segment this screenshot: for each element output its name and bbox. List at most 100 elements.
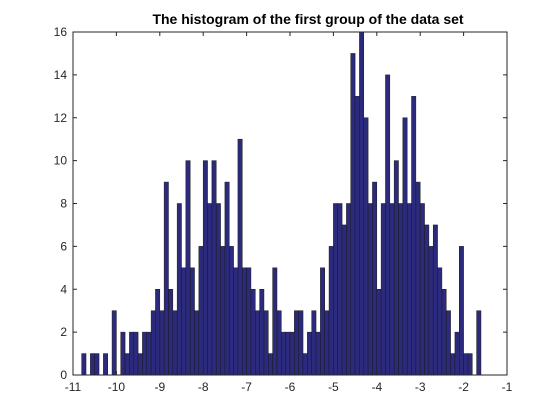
histogram-bar (424, 224, 430, 376)
bars-group (81, 31, 482, 376)
y-tick-label: 10 (54, 154, 68, 168)
x-tick-label: -1 (502, 380, 513, 394)
x-tick-label: -4 (371, 380, 382, 394)
histogram-bar (437, 267, 443, 376)
histogram-bar (476, 310, 482, 376)
histogram-bar (242, 267, 247, 376)
histogram-bar (198, 246, 204, 376)
histogram-bar (211, 160, 217, 376)
x-tick-label: -3 (415, 380, 426, 394)
histogram-bar (385, 74, 391, 376)
histogram-bar (237, 138, 243, 376)
histogram-bar (328, 246, 334, 376)
histogram-bar (137, 353, 143, 376)
y-tick-label: 12 (54, 111, 68, 125)
histogram-bar (298, 310, 304, 376)
histogram-bar (411, 96, 417, 376)
histogram-bar (389, 203, 395, 376)
histogram-bar (393, 160, 399, 376)
x-axis-ticks: -11 -10 -9 -8 -7 -6 -5 -4 -3 -2 -1 (65, 32, 513, 394)
histogram-bar (441, 289, 447, 376)
histogram-bar (463, 353, 469, 376)
histogram-bar (432, 224, 438, 376)
y-tick-label: 14 (54, 68, 68, 82)
histogram-bar (459, 246, 464, 376)
histogram-bar (168, 289, 174, 376)
x-tick-label: -8 (198, 380, 209, 394)
histogram-bar (302, 353, 308, 376)
histogram-bar (246, 267, 252, 376)
histogram-bar (350, 53, 356, 376)
histogram-bar (363, 117, 369, 376)
histogram-bar (185, 160, 191, 376)
histogram-bar (337, 203, 343, 376)
y-tick-label: 2 (60, 325, 67, 339)
histogram-bar (324, 310, 330, 376)
histogram-bar (428, 246, 434, 376)
histogram-bar (176, 203, 182, 376)
histogram-bar (259, 289, 265, 376)
histogram-bar (294, 310, 299, 376)
histogram-bar (207, 203, 213, 376)
histogram-bar (406, 203, 412, 376)
histogram-bar (380, 203, 386, 376)
histogram-bar (333, 203, 338, 376)
histogram-bar (181, 267, 187, 376)
histogram-bar (315, 331, 321, 376)
histogram-bar (189, 267, 195, 376)
histogram-bar (250, 289, 256, 376)
histogram-bar (81, 353, 87, 376)
histogram-bar (103, 353, 108, 376)
histogram-bar (129, 331, 135, 376)
x-tick-label: -10 (108, 380, 126, 394)
y-tick-label: 8 (60, 197, 67, 211)
histogram-bar (90, 353, 95, 376)
histogram-bar (402, 117, 408, 376)
y-tick-label: 4 (60, 282, 67, 296)
x-tick-label: -5 (328, 380, 339, 394)
histogram-bar (159, 310, 165, 376)
histogram-bar (367, 203, 373, 376)
histogram-bar (341, 224, 347, 376)
x-tick-label: -2 (458, 380, 469, 394)
histogram-bar (354, 96, 360, 376)
histogram-bar (194, 310, 200, 376)
x-tick-label: -11 (65, 380, 82, 394)
histogram-bar (150, 310, 156, 376)
histogram-bar (285, 331, 291, 376)
histogram-bar (346, 203, 352, 376)
y-tick-label: 0 (60, 368, 67, 382)
histogram-bar (124, 353, 130, 376)
histogram-bar (359, 31, 365, 376)
x-tick-label: -9 (154, 380, 165, 394)
y-tick-label: 16 (54, 25, 68, 39)
histogram-bar (120, 331, 126, 376)
histogram-bar (454, 331, 460, 376)
histogram-bar (398, 203, 404, 376)
y-axis-ticks: 0 2 4 6 8 10 12 14 16 (54, 25, 507, 382)
histogram-bar (172, 310, 178, 376)
histogram-bar (320, 267, 325, 376)
histogram-bar (311, 310, 317, 376)
histogram-bar (307, 331, 312, 376)
histogram-bar (215, 203, 221, 376)
histogram-bar (163, 181, 169, 376)
histogram-bar (255, 310, 260, 376)
histogram-bar (376, 289, 382, 376)
histogram-bar (228, 246, 234, 376)
histogram-bar (372, 181, 378, 376)
histogram-bar (445, 310, 451, 376)
histogram-bar (220, 246, 226, 376)
histogram-bar (111, 310, 117, 376)
histogram-bar (133, 331, 139, 376)
histogram-bar (268, 353, 273, 376)
histogram-bar (419, 203, 425, 376)
histogram-bar (467, 353, 473, 376)
chart-title: The histogram of the first group of the … (152, 11, 463, 27)
histogram-bar (202, 160, 208, 376)
histogram-bar (142, 331, 148, 376)
histogram-bar (281, 331, 286, 376)
histogram-bar (263, 310, 269, 376)
